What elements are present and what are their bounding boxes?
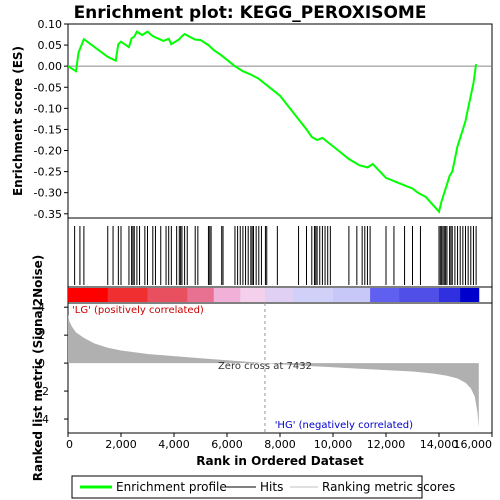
legend-label-hits: Hits: [260, 480, 283, 494]
hits-panel: [67, 217, 493, 288]
colorbar-segment: [333, 288, 371, 302]
es-y-tick-label: 0.00: [38, 60, 63, 73]
x-tick-label: 10,000: [314, 438, 353, 451]
ranked-metric-panel: Zero cross at 7432 'LG' (positively corr…: [31, 255, 493, 482]
x-tick-label: 12,000: [367, 438, 406, 451]
legend-label-enrichment: Enrichment profile: [116, 480, 227, 494]
colorbar-segment: [460, 288, 480, 302]
es-y-tick-label: 0.05: [38, 39, 63, 52]
x-tick-label: 8,000: [264, 438, 296, 451]
es-y-tick-label: -0.15: [34, 123, 62, 136]
es-y-axis-label: Enrichment score (ES): [11, 46, 25, 196]
es-y-tick-label: -0.10: [34, 102, 62, 115]
x-axis-label: Rank in Ordered Dataset: [196, 454, 364, 468]
colorbar-segment: [213, 288, 241, 302]
colorbar-segment: [147, 288, 188, 302]
legend-label-ranking: Ranking metric scores: [322, 480, 455, 494]
hits-frame: [67, 217, 493, 288]
metric-y-tick-label: -4: [38, 413, 49, 426]
positive-correlation-label: 'LG' (positively correlated): [72, 305, 204, 316]
colorbar-segment: [107, 288, 148, 302]
es-y-tick-label: 0.10: [38, 18, 63, 31]
x-tick-label: 4,000: [158, 438, 190, 451]
negative-correlation-label: 'HG' (negatively correlated): [275, 420, 413, 431]
rank-colorbar-panel: [67, 286, 493, 304]
x-tick-label: 14,000: [420, 438, 459, 451]
enrichment-profile-line: [67, 30, 478, 214]
colorbar-segment: [240, 288, 266, 302]
es-y-tick-label: -0.25: [34, 166, 62, 179]
es-plot-frame: [67, 23, 493, 219]
es-y-tick-label: -0.30: [34, 187, 62, 200]
metric-y-tick-label: -2: [38, 385, 49, 398]
legend: Enrichment profile Hits Ranking metric s…: [71, 475, 455, 499]
enrichment-profile-panel: 0.10 0.05 0.00 -0.05 -0.10 -0.15 -0.20 -0.25 -0.…: [11, 18, 493, 221]
colorbar-segment: [293, 288, 334, 302]
metric-y-tick-label: 2: [38, 329, 45, 342]
x-tick-label: 0: [66, 438, 73, 451]
colorbar-segment: [399, 288, 440, 302]
colorbar-segment: [68, 288, 109, 302]
colorbar-segment: [187, 288, 215, 302]
x-tick-label: 6,000: [211, 438, 243, 451]
metric-y-axis-label: Ranked list metric (Signal2Noise): [31, 255, 45, 482]
x-tick-label: 16,000: [454, 438, 493, 451]
colorbar-segment: [439, 288, 461, 302]
colorbar-segment: [264, 288, 294, 302]
metric-y-tick-label: 0: [38, 357, 45, 370]
es-y-tick-label: -0.05: [34, 81, 62, 94]
x-tick-label: 2,000: [105, 438, 137, 451]
chart-title: Enrichment plot: KEGG_PEROXISOME: [74, 3, 427, 23]
es-y-tick-label: -0.35: [34, 208, 62, 221]
colorbar-segment: [370, 288, 400, 302]
metric-y-tick-label: 4: [38, 301, 45, 314]
es-y-tick-label: -0.20: [34, 145, 62, 158]
zero-cross-label: Zero cross at 7432: [218, 361, 312, 372]
